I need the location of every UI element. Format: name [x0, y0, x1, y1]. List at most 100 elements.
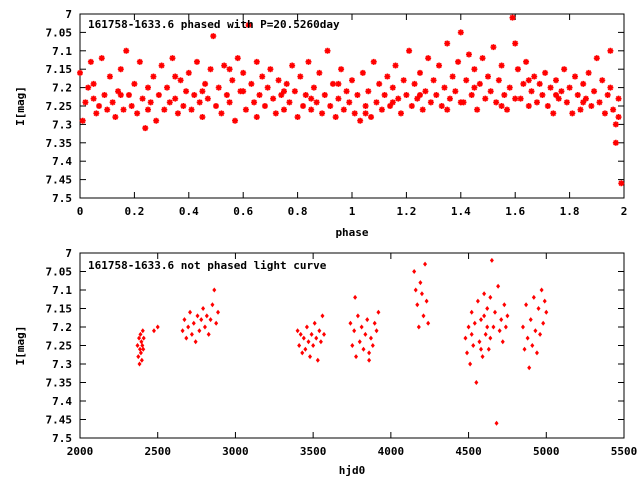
data-point-core [494, 100, 498, 105]
data-point-core [268, 67, 273, 71]
data-point [141, 335, 146, 341]
data-point [500, 339, 505, 345]
data-point [315, 357, 320, 363]
data-point [138, 350, 143, 356]
data-point-core [385, 74, 390, 79]
data-point [486, 346, 491, 352]
data-point [367, 357, 372, 363]
data-point-core [336, 96, 341, 101]
data-point [320, 313, 325, 319]
data-point [137, 361, 142, 367]
data-point-core [235, 56, 240, 60]
data-point [531, 294, 536, 300]
data-point-core [216, 85, 221, 90]
x-tick-label: 0.4 [179, 205, 199, 218]
data-point-core [352, 111, 357, 116]
data-point-core [584, 96, 588, 101]
data-point-core [293, 89, 297, 94]
data-point [412, 269, 417, 274]
data-point [184, 335, 189, 341]
data-point [140, 343, 145, 348]
data-point-core [592, 89, 596, 94]
data-point [352, 328, 357, 334]
data-point-core [614, 122, 618, 127]
data-point-core [214, 104, 218, 108]
x-tick-label: 1.4 [451, 205, 471, 218]
data-point-core [146, 85, 150, 90]
data-point-core [276, 78, 281, 83]
data-point [193, 339, 198, 345]
data-point [419, 291, 424, 297]
data-point-core [287, 100, 292, 105]
data-point-core [227, 67, 232, 71]
data-point-core [391, 85, 395, 90]
data-point [191, 320, 196, 326]
data-point [469, 331, 474, 337]
data-point-core [241, 71, 245, 75]
data-point-core [173, 96, 177, 101]
x-tick-label: 0.6 [233, 205, 253, 218]
data-point-core [129, 104, 134, 108]
data-point [214, 320, 219, 326]
data-point [376, 309, 381, 315]
data-point [474, 380, 479, 385]
data-point [465, 350, 470, 356]
data-point-core [312, 85, 316, 90]
y-tick-label: 7.2 [52, 321, 72, 334]
data-point [372, 320, 377, 326]
data-point [488, 294, 493, 300]
data-point [494, 420, 499, 426]
data-point-core [363, 104, 368, 108]
data-point-core [301, 104, 305, 108]
data-point [208, 317, 213, 323]
data-point [489, 257, 494, 263]
data-point [138, 331, 143, 337]
data-point-core [127, 93, 131, 97]
data-point [499, 317, 504, 323]
data-point [186, 324, 191, 330]
data-point [482, 313, 487, 319]
data-point-core [344, 89, 349, 94]
data-point-core [543, 71, 547, 75]
y-tick-label: 7.2 [52, 82, 72, 95]
data-point-core [480, 56, 485, 60]
data-point-core [279, 93, 284, 97]
data-point-core [505, 107, 509, 112]
data-point [496, 283, 501, 289]
data-point [137, 346, 142, 352]
data-point-core [94, 111, 99, 116]
data-point-core [439, 104, 444, 108]
y-tick-label: 7.15 [46, 303, 73, 316]
y-tick-label: 7.5 [52, 192, 72, 205]
data-point-core [407, 49, 411, 53]
data-point [297, 343, 302, 348]
data-point-core [418, 71, 422, 75]
data-point-core [339, 67, 343, 71]
data-point [415, 302, 420, 308]
data-point [421, 313, 426, 319]
data-point-core [290, 63, 294, 68]
data-point [295, 328, 300, 334]
data-point [469, 309, 474, 315]
data-point-core [529, 89, 534, 94]
data-point-core [478, 82, 482, 86]
data-point [311, 343, 316, 348]
data-point-core [559, 89, 564, 94]
data-point-core [371, 60, 376, 64]
data-point-core [388, 104, 392, 108]
data-point-core [401, 78, 406, 83]
y-tick-label: 7.35 [46, 377, 73, 390]
data-point-core [233, 118, 237, 123]
data-point-core [159, 63, 164, 68]
data-point [525, 335, 530, 341]
data-point-core [254, 115, 259, 119]
data-point [492, 309, 497, 315]
data-point-core [342, 107, 346, 112]
data-point-core [116, 89, 120, 94]
data-point [503, 324, 508, 330]
data-point-core [486, 74, 490, 79]
data-point-core [614, 141, 618, 145]
data-point-core [491, 45, 496, 49]
